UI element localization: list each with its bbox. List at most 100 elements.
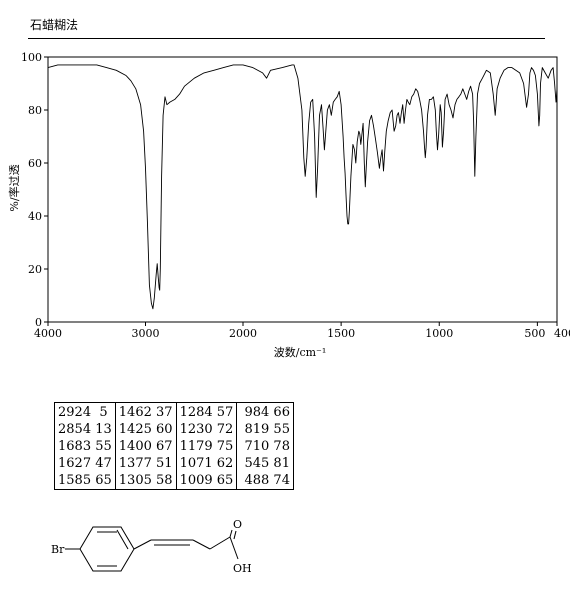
peak-entry: 1627 47: [58, 455, 112, 472]
x-tick-label: 4000: [34, 327, 62, 340]
x-tick-label: 3000: [132, 327, 160, 340]
hydroxyl-label: OH: [233, 562, 252, 575]
peak-entry: 1284 57: [180, 404, 234, 421]
peak-transmittance: 37: [151, 405, 173, 420]
oxygen-atom-label: O: [233, 518, 242, 531]
peak-transmittance: 62: [212, 456, 234, 471]
peak-transmittance: 51: [151, 456, 173, 471]
plot-area-border: [47, 56, 558, 323]
peak-wavenumber: 2924: [58, 405, 92, 420]
ring-double-bond-right: [116, 529, 129, 550]
peak-wavenumber: 1305: [118, 473, 152, 488]
peak-wavenumber: 1284: [179, 405, 213, 420]
peak-entry: 2854 13: [58, 421, 112, 438]
peak-entry: 1009 65: [180, 472, 234, 489]
y-tick-label: 80: [28, 104, 42, 117]
peak-entry: 1377 51: [119, 455, 173, 472]
peak-wavenumber: 1071: [179, 456, 213, 471]
peak-entry: 488 74: [240, 472, 290, 489]
carbonyl-bond-b: [229, 529, 233, 538]
peak-entry: 710 78: [240, 438, 290, 455]
peak-transmittance: 57: [212, 405, 234, 420]
x-axis-ticks: 4000 3000 2000 1500 1000 500 400: [34, 322, 570, 340]
peak-wavenumber: 1425: [118, 422, 152, 437]
peak-transmittance: 65: [212, 473, 234, 488]
y-tick-label: 100: [21, 51, 42, 64]
peak-transmittance: 74: [269, 473, 290, 488]
peak-wavenumber: 1627: [58, 456, 92, 471]
peak-entry: 1400 67: [119, 438, 173, 455]
peak-transmittance: 55: [269, 422, 290, 437]
plot-frame: [47, 56, 558, 323]
peak-column: 1462 37 1425 60 1400 67 1377 51 1305 58: [114, 402, 177, 490]
peak-entry: 984 66: [240, 404, 290, 421]
peak-wavenumber: 984: [240, 405, 270, 420]
peak-entry: 1230 72: [180, 421, 234, 438]
peak-entry: 1425 60: [119, 421, 173, 438]
peak-entry: 545 81: [240, 455, 290, 472]
peak-transmittance: 60: [151, 422, 173, 437]
c-oh-bond: [229, 536, 239, 560]
y-axis-ticks: 0 20 40 60 80 100: [21, 51, 48, 329]
x-tick-label: 400: [554, 327, 570, 340]
y-tick-label: 40: [28, 210, 42, 223]
peak-transmittance: 58: [151, 473, 173, 488]
peak-wavenumber: 710: [240, 439, 270, 454]
peak-wavenumber: 1683: [58, 439, 92, 454]
peak-wavenumber: 1377: [118, 456, 152, 471]
x-tick-label: 2000: [229, 327, 257, 340]
carbonyl-bond-c: [233, 530, 237, 540]
peak-transmittance: 67: [151, 439, 173, 454]
peak-entry: 1462 37: [119, 404, 173, 421]
peak-table-row: 2924 5 2854 13 1683 55 1627 47 1585 65 1462 3…: [54, 402, 294, 490]
peak-transmittance: 13: [91, 422, 112, 437]
peak-entry: 1179 75: [180, 438, 234, 455]
peak-entry: 819 55: [240, 421, 290, 438]
peak-table: 2924 5 2854 13 1683 55 1627 47 1585 65 1462 3…: [54, 402, 294, 490]
ring-vinyl-bond: [133, 539, 152, 550]
peak-column: 2924 5 2854 13 1683 55 1627 47 1585 65: [54, 402, 116, 490]
peak-wavenumber: 545: [240, 456, 270, 471]
peak-entry: 2924 5: [58, 404, 112, 421]
peak-wavenumber: 1585: [58, 473, 92, 488]
peak-entry: 1585 65: [58, 472, 112, 489]
y-tick-label: 60: [28, 157, 42, 170]
peak-transmittance: 55: [91, 439, 112, 454]
peak-transmittance: 75: [212, 439, 234, 454]
peak-entry: 1071 62: [180, 455, 234, 472]
peak-transmittance: 81: [269, 456, 290, 471]
peak-transmittance: 72: [212, 422, 234, 437]
peak-transmittance: 66: [269, 405, 290, 420]
method-title: 石蜡糊法: [30, 18, 79, 32]
x-tick-label: 1500: [327, 327, 355, 340]
peak-wavenumber: 1179: [179, 439, 213, 454]
peak-wavenumber: 1462: [118, 405, 152, 420]
peak-wavenumber: 1400: [118, 439, 152, 454]
peak-wavenumber: 2854: [58, 422, 92, 437]
structure-diagram: Br O OH: [51, 518, 252, 575]
spectrum-line: [47, 64, 558, 310]
benzene-ring: [79, 526, 135, 572]
peak-wavenumber: 1230: [179, 422, 213, 437]
y-axis-label: %/率过透: [7, 164, 21, 211]
y-tick-label: 20: [28, 263, 42, 276]
bromine-atom-label: Br: [51, 543, 65, 556]
peak-transmittance: 47: [91, 456, 112, 471]
peak-column: 1284 57 1230 72 1179 75 1071 62 1009 65: [175, 402, 238, 490]
y-tick-label: 0: [35, 316, 42, 329]
vinyl-carboxyl-bond: [192, 539, 211, 550]
x-tick-label: 1000: [425, 327, 453, 340]
peak-transmittance: 78: [269, 439, 290, 454]
title-rule: [28, 38, 545, 39]
peak-transmittance: 65: [91, 473, 112, 488]
peak-transmittance: 5: [91, 405, 108, 420]
peak-entry: 1305 58: [119, 472, 173, 489]
peak-wavenumber: 819: [240, 422, 270, 437]
peak-wavenumber: 1009: [179, 473, 213, 488]
peak-entry: 1683 55: [58, 438, 112, 455]
x-axis-label: 波数/cm⁻¹: [274, 346, 327, 359]
x-tick-label: 500: [524, 327, 545, 340]
peak-wavenumber: 488: [240, 473, 270, 488]
